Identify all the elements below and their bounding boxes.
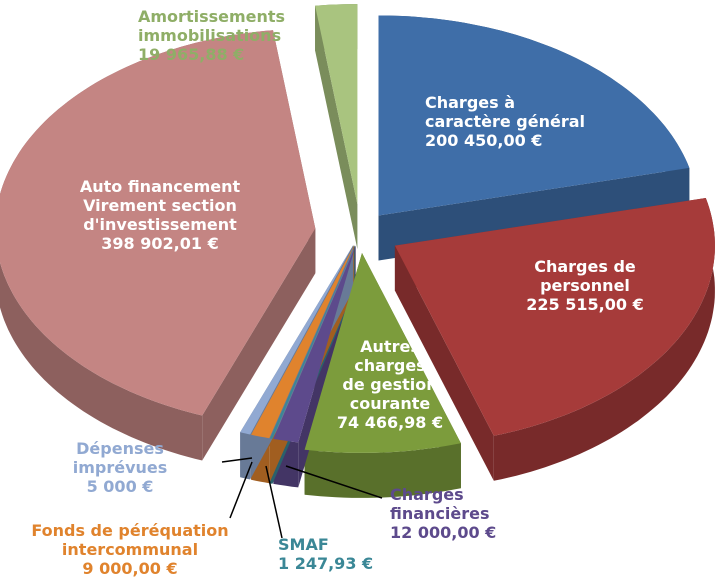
slice-label: Auto financement Virement section d'invest… xyxy=(80,177,241,234)
slice-side xyxy=(394,245,494,481)
slice-label: Charges financières xyxy=(390,485,490,523)
value-label: 74 466,98 € xyxy=(337,413,443,432)
slice xyxy=(0,30,316,416)
value-label: 9 000,00 € xyxy=(82,559,177,578)
slice-label: Dépenses imprévues xyxy=(73,439,168,477)
slice-side xyxy=(304,443,461,498)
leader-line xyxy=(265,465,283,539)
value-label: 200 450,00 € xyxy=(425,131,542,150)
value-label: 12 000,00 € xyxy=(390,523,496,542)
slice-label: Amortissements immobilisations xyxy=(138,7,285,45)
slice xyxy=(273,245,356,443)
slice-side xyxy=(202,228,316,461)
slice-label: Fonds de péréquation intercommunal xyxy=(31,521,228,559)
slice xyxy=(240,245,354,435)
slice xyxy=(304,253,461,453)
slice-side xyxy=(240,432,251,480)
value-label: 19 965,88 € xyxy=(138,45,244,64)
slice xyxy=(251,245,355,439)
slice xyxy=(378,15,690,216)
slice xyxy=(394,198,715,436)
value-label: 225 515,00 € xyxy=(526,295,643,314)
leader-lines xyxy=(221,457,383,539)
value-label: 5 000 € xyxy=(87,477,154,496)
slice-label: SMAF xyxy=(278,535,329,554)
slice-label: Autres charges de gestion courante xyxy=(342,337,437,413)
leader-line xyxy=(285,465,383,499)
value-label: 398 902,01 € xyxy=(101,234,218,253)
slice-side xyxy=(315,5,358,250)
leader-line xyxy=(221,457,253,463)
slice-tops xyxy=(0,4,715,453)
leader-line xyxy=(229,461,253,519)
slice-label: Charges de personnel xyxy=(534,257,636,295)
slice-label: Charges à caractère général xyxy=(425,93,585,131)
slice xyxy=(315,4,358,205)
slice-side xyxy=(493,198,715,481)
value-label: 1 247,93 € xyxy=(278,554,373,573)
slice xyxy=(270,245,355,439)
